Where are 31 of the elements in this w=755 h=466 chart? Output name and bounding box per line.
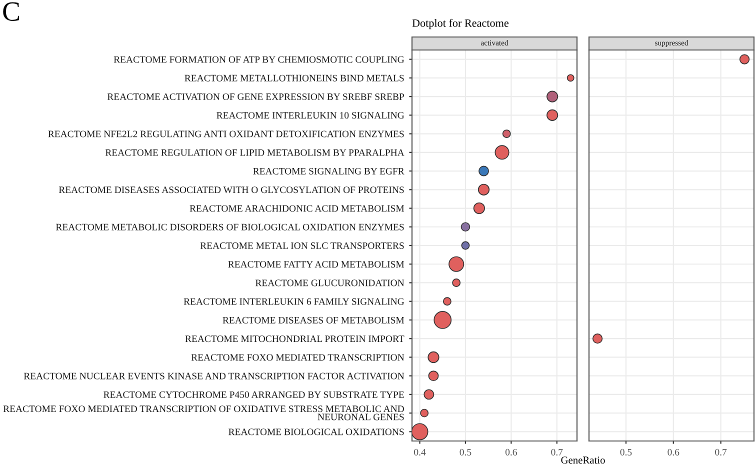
y-tick-label: REACTOME METAL ION SLC TRANSPORTERS — [200, 242, 404, 249]
y-tick-label: REACTOME INTERLEUKIN 6 FAMILY SIGNALING — [184, 298, 404, 305]
text: C — [3, 2, 19, 21]
y-tick-label: REACTOME REGULATION OF LIPID METABOLISM BY PPARALPHA — [105, 149, 404, 156]
y-tick-label: REACTOME NUCLEAR EVENTS KINASE AND TRANSCRIPTION FACTOR ACTIVATION — [24, 372, 404, 380]
y-tick-label: REACTOME FATTY ACID METABOLISM — [228, 261, 404, 268]
y-tick-label: REACTOME DISEASES OF METABOLISM — [222, 316, 404, 324]
y-tick-label: REACTOME MITOCHONDRIAL PROTEIN IMPORT — [185, 336, 404, 342]
x-tick-label: 0.7 — [715, 448, 727, 456]
y-tick-label: REACTOME DISEASES ASSOCIATED WITH O GLYCOSYLATION OF PROTEINS — [58, 186, 404, 194]
y-tick-label: REACTOME GLUCURONIDATION — [255, 280, 404, 286]
y-tick-label: REACTOME INTERLEUKIN 10 SIGNALING — [216, 112, 404, 119]
x-tick-label: 0.5 — [620, 448, 632, 456]
y-tick-label: REACTOME NFE2L2 REGULATING ANTI OXIDANT DETOXIFICATION ENZYMES — [48, 130, 404, 138]
x-tick-label: 0.6 — [668, 448, 680, 456]
y-tick-label: REACTOME ARACHIDONIC ACID METABOLISM — [190, 205, 404, 212]
x-tick-label: 0.5 — [460, 448, 472, 456]
y-tick-label: REACTOME BIOLOGICAL OXIDATIONS — [228, 428, 404, 436]
y-tick-label: REACTOME FOXO MEDIATED TRANSCRIPTION OF OXIDATIVE STRESS METABOLIC AND NEURONAL GENES — [3, 406, 404, 420]
x-tick-label: 0.7 — [551, 448, 563, 456]
x-tick-label: 0.4 — [414, 448, 426, 456]
y-tick-label: REACTOME CYTOCHROME P450 ARRANGED BY SUBSTRATE TYPE — [104, 391, 404, 398]
y-tick-label: REACTOME FOXO MEDIATED TRANSCRIPTION — [191, 354, 404, 361]
y-tick-label: REACTOME SIGNALING BY EGFR — [253, 168, 404, 174]
chart-title: Dotplot for Reactome — [412, 18, 508, 30]
y-tick-label: REACTOME ACTIVATION OF GENE EXPRESSION BY SREBF SREBP — [107, 93, 404, 100]
x-axis-title: GeneRatio — [561, 456, 605, 464]
y-tick-label: REACTOME METALLOTHIONEINS BIND METALS — [184, 74, 404, 82]
x-tick-label: 0.6 — [505, 448, 517, 456]
y-tick-label: REACTOME FORMATION OF ATP BY CHEMIOSMOTIC COUPLING — [114, 56, 404, 63]
y-tick-label: REACTOME METABOLIC DISORDERS OF BIOLOGICAL OXIDATION ENZYMES — [56, 224, 404, 230]
